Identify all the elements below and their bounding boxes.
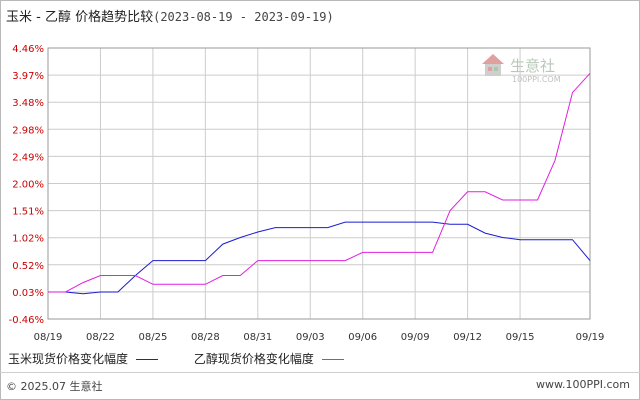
- watermark-brand: 生意社: [510, 57, 555, 75]
- y-tick-label: 2.49%: [12, 152, 44, 163]
- x-tick-label: 09/06: [348, 332, 377, 343]
- legend-item-ethanol: 乙醇现货价格变化幅度: [194, 350, 344, 367]
- plot-area-border: [47, 47, 591, 320]
- x-tick-label: 08/31: [243, 332, 272, 343]
- series-line-corn: [48, 221, 591, 295]
- y-tick-label: 0.52%: [12, 261, 44, 272]
- series-lines: [48, 72, 591, 295]
- x-tick-label: 09/15: [506, 332, 535, 343]
- legend: 玉米现货价格变化幅度 乙醇现货价格变化幅度: [8, 350, 376, 367]
- legend-item-corn: 玉米现货价格变化幅度: [8, 350, 159, 367]
- y-tick-label: 1.02%: [12, 234, 44, 245]
- series-line-ethanol: [48, 72, 591, 293]
- legend-label-ethanol: 乙醇现货价格变化幅度: [193, 352, 314, 366]
- footer-divider: [0, 372, 640, 373]
- y-tick-label: 1.51%: [12, 207, 44, 218]
- y-axis-labels: -0.46% 0.03% 0.52% 1.02% 1.51% 2.00% 2.49% 2.98…: [9, 44, 44, 326]
- title-text: 玉米 - 乙醇 价格趋势比较: [6, 10, 154, 25]
- x-tick-label: 08/25: [138, 332, 167, 343]
- x-tick-label: 09/03: [296, 332, 325, 343]
- y-tick-label: 2.00%: [12, 180, 44, 191]
- y-tick-label: 3.97%: [12, 71, 44, 82]
- x-tick-label: 09/12: [453, 332, 482, 343]
- y-tick-label: 4.46%: [12, 44, 44, 55]
- x-axis-labels: 08/19 08/22 08/25 08/28 08/31 09/03 09/06 09/09…: [34, 332, 605, 343]
- y-tick-label: -0.46%: [9, 315, 44, 326]
- x-tick-label: 09/09: [401, 332, 430, 343]
- x-tick-label: 09/19: [576, 332, 605, 343]
- y-tick-label: 3.48%: [12, 98, 44, 109]
- grid-lines: [47, 47, 591, 320]
- x-tick-label: 08/19: [34, 332, 63, 343]
- watermark-logo: 生意社 100PPI.COM: [482, 54, 561, 84]
- watermark-url: 100PPI.COM: [512, 75, 561, 84]
- x-tick-label: 08/22: [86, 332, 115, 343]
- y-tick-label: 2.98%: [12, 125, 44, 136]
- legend-label-corn: 玉米现货价格变化幅度: [8, 352, 129, 366]
- chart-title: 玉米 - 乙醇 价格趋势比较(2023-08-19 - 2023-09-19): [6, 6, 334, 25]
- date-range: (2023-08-19 - 2023-09-19): [153, 10, 334, 24]
- site-url: www.100PPI.com: [536, 378, 630, 391]
- x-tick-label: 08/28: [191, 332, 220, 343]
- y-tick-label: 0.03%: [12, 288, 44, 299]
- legend-swatch-corn: [136, 359, 159, 360]
- legend-swatch-ethanol: [321, 359, 344, 360]
- house-icon: [482, 54, 504, 76]
- copyright-text: © 2025.07 生意社: [6, 380, 103, 393]
